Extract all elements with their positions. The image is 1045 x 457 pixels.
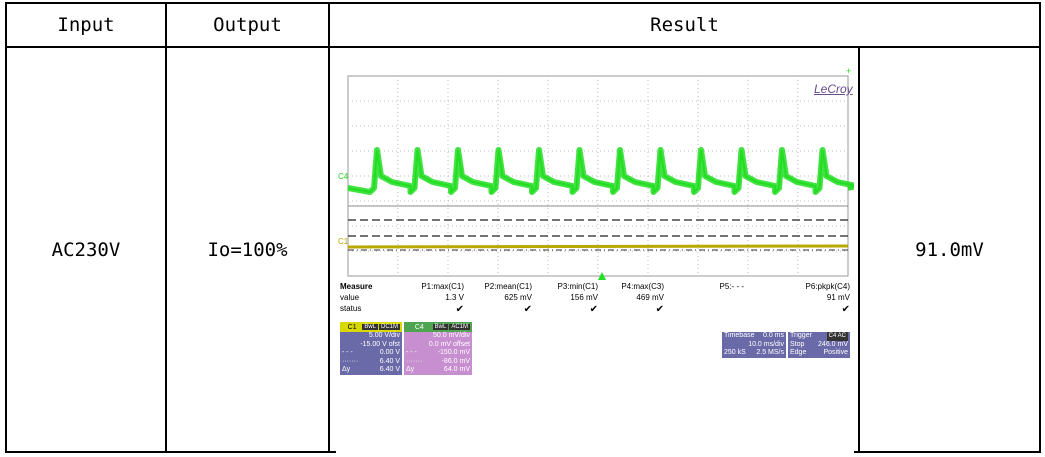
ch4-value: 64.0 mV — [443, 366, 470, 373]
param-name: P3:min(C1) — [557, 282, 598, 291]
channel4-name: C4 — [414, 323, 424, 331]
ch1-key: ······· — [342, 357, 359, 365]
scope-waveform-display: C4 C1 + — [338, 66, 854, 280]
lecroy-logo: LeCroy — [814, 82, 853, 96]
ch4-key: ······· — [406, 357, 423, 365]
ch4-value: 0.0 mV offset — [428, 340, 470, 348]
measure-panel: Measure P1:max(C1) P2:mean(C1) P3:min(C1… — [336, 282, 854, 315]
param-name: P5:- - - — [719, 282, 744, 291]
timebase-title: Timebase — [724, 332, 755, 339]
value-label: value — [340, 293, 360, 302]
param-name: P4:max(C3) — [621, 282, 664, 291]
param-value: 156 mV — [570, 293, 598, 302]
output-cell: Io=100% — [165, 46, 330, 453]
bandwidth-tag: BwL — [362, 324, 378, 330]
ch1-value: 0.00 V — [379, 349, 400, 356]
measure-status-row: status ✔ ✔ ✔ ✔ ✔ — [336, 304, 854, 315]
check-icon: ✔ — [589, 304, 598, 315]
trigger-level: 246.0 mV — [818, 340, 848, 348]
check-icon: ✔ — [841, 304, 850, 315]
param-name: P2:mean(C1) — [484, 282, 532, 291]
trigger-marker-icon — [598, 272, 606, 280]
table-row: AC230V Io=100% C4 C1 + LeCroy Measure P1:m… — [5, 46, 1041, 454]
ch4-key: - - - — [406, 349, 417, 356]
check-icon: ✔ — [523, 304, 532, 315]
header-result: Result — [328, 2, 1041, 48]
param-value: 1.3 V — [445, 293, 464, 302]
timebase-descriptor: Timebase 0.0 ms 10.0 ms/div 250 kS 2.5 MS/… — [722, 332, 786, 358]
scope-cell: C4 C1 + LeCroy Measure P1:max(C1) P2:mean(… — [328, 46, 860, 454]
status-label: status — [340, 304, 362, 313]
param-value: 625 mV — [504, 293, 532, 302]
c4-trace-core — [347, 149, 854, 195]
trigger-type: Edge — [790, 349, 807, 356]
c1-trace — [347, 244, 849, 249]
input-cell: AC230V — [5, 46, 167, 453]
header-row: Input Output Result — [5, 2, 1041, 48]
measure-label: Measure — [340, 282, 373, 291]
ch4-value: -86.0 mV — [441, 357, 470, 365]
ch1-value: 6.40 V — [379, 366, 400, 373]
ch4-key: Δy — [406, 366, 415, 373]
timebase-rate: 2.5 MS/s — [756, 349, 784, 356]
oscilloscope-screenshot: C4 C1 + LeCroy Measure P1:max(C1) P2:mean(… — [336, 54, 854, 454]
timebase-samples: 250 kS — [724, 349, 746, 356]
results-table: Input Output Result — [5, 2, 1041, 48]
ch1-value: 5.00 V/div — [368, 332, 400, 339]
channel1-descriptor: C1 BwL DC1M 5.00 V/div -15.00 V ofst - -… — [340, 322, 402, 375]
results-body: AC230V Io=100% C4 C1 + LeCroy Measure P1:m… — [5, 46, 1041, 454]
ch1-value: 6.40 V — [379, 357, 400, 365]
channel4-header: C4 BwL AC1M — [404, 322, 472, 332]
trigger-descriptor: Trigger C4 AC Stop 246.0 mV Edge Positive — [788, 332, 850, 358]
channel4-descriptor: C4 BwL AC1M 50.0 mV/div 0.0 mV offset - … — [404, 322, 472, 375]
measure-value-row: value 1.3 V 625 mV 156 mV 469 mV 91 mV — [336, 293, 854, 304]
ch4-value: 50.0 mV/div — [433, 332, 470, 339]
param-name: P1:max(C1) — [421, 282, 464, 291]
trigger-tag: C4 AC — [826, 332, 848, 341]
param-name: P6:pkpk(C4) — [805, 282, 850, 291]
c1-marker: C1 — [338, 237, 349, 246]
result-value: 91.0mV — [858, 46, 1041, 453]
ch1-key: - - - — [342, 349, 353, 356]
trigger-title: Trigger — [790, 332, 812, 339]
channel1-name: C1 — [347, 323, 357, 331]
param-value: 469 mV — [636, 293, 664, 302]
ch4-value: -150.0 mV — [437, 349, 470, 356]
timebase-delay: 0.0 ms — [762, 332, 784, 339]
param-value: 91 mV — [826, 293, 850, 302]
bandwidth-tag: BwL — [432, 324, 449, 330]
ch1-key: Δy — [342, 366, 351, 373]
coupling-tag: AC1M — [449, 324, 470, 330]
channel1-header: C1 BwL DC1M — [340, 322, 402, 332]
timebase-per-div: 10.0 ms/div — [748, 340, 784, 348]
plus-icon: + — [846, 66, 851, 76]
c4-marker: C4 — [338, 172, 349, 181]
coupling-tag: DC1M — [378, 324, 400, 330]
header-input: Input — [5, 2, 167, 48]
check-icon: ✔ — [655, 304, 664, 315]
header-output: Output — [165, 2, 330, 48]
check-icon: ✔ — [455, 304, 464, 315]
trigger-slope: Positive — [823, 349, 848, 356]
measure-header-row: Measure P1:max(C1) P2:mean(C1) P3:min(C1… — [336, 282, 854, 293]
trigger-mode: Stop — [790, 340, 805, 348]
ch1-value: -15.00 V ofst — [360, 340, 400, 348]
